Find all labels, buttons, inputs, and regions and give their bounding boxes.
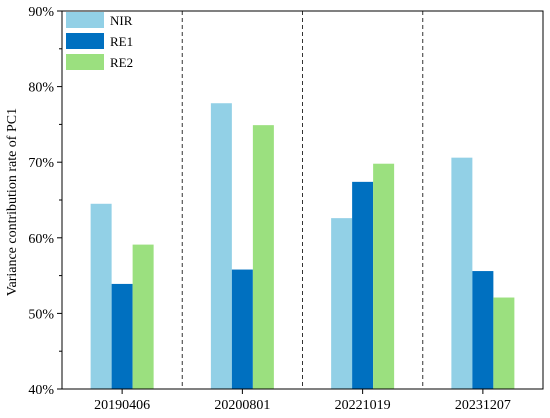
bar-re2-20231207 [493,297,515,389]
bar-nir-20200801 [210,103,232,390]
y-tick-label: 50% [28,307,54,322]
legend-swatch-nir [66,12,104,28]
y-tick-label: 90% [28,5,54,20]
x-tick-label-20190406: 20190406 [94,398,150,413]
x-tick-label-20221019: 20221019 [335,398,391,413]
bar-nir-20190406 [90,203,112,389]
bar-re2-20221019 [373,163,395,389]
legend-label-re2: RE2 [110,55,133,70]
plot-area: 40% 50% 60% 70% 80% 90% 20190406 20200801 202210… [28,5,544,413]
bar-re1-20231207 [472,271,494,389]
legend-swatch-re2 [66,54,104,70]
legend-swatch-re1 [66,33,104,49]
y-tick-label: 60% [28,232,54,247]
y-tick-label: 40% [28,383,54,398]
legend: NIR RE1 RE2 [66,12,133,70]
bar-re2-20190406 [132,244,154,389]
y-tick-label: 70% [28,156,54,171]
bar-nir-20221019 [331,218,353,389]
y-axis-title: Variance contribution rate of PC1 [5,108,20,296]
bar-re2-20200801 [252,125,274,389]
bar-nir-20231207 [451,157,473,389]
x-tick-label-20200801: 20200801 [214,398,270,413]
bar-re1-20190406 [111,283,133,389]
legend-label-nir: NIR [110,13,133,28]
legend-label-re1: RE1 [110,34,133,49]
x-tick-label-20231207: 20231207 [455,398,511,413]
bar-re1-20221019 [352,181,374,389]
bar-re1-20200801 [231,269,253,389]
y-tick-label: 80% [28,81,54,96]
